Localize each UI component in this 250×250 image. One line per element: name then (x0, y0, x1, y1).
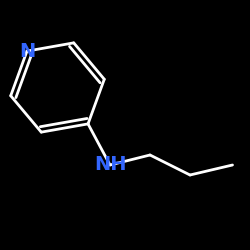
Text: NH: NH (94, 156, 126, 174)
Text: N: N (19, 42, 35, 60)
